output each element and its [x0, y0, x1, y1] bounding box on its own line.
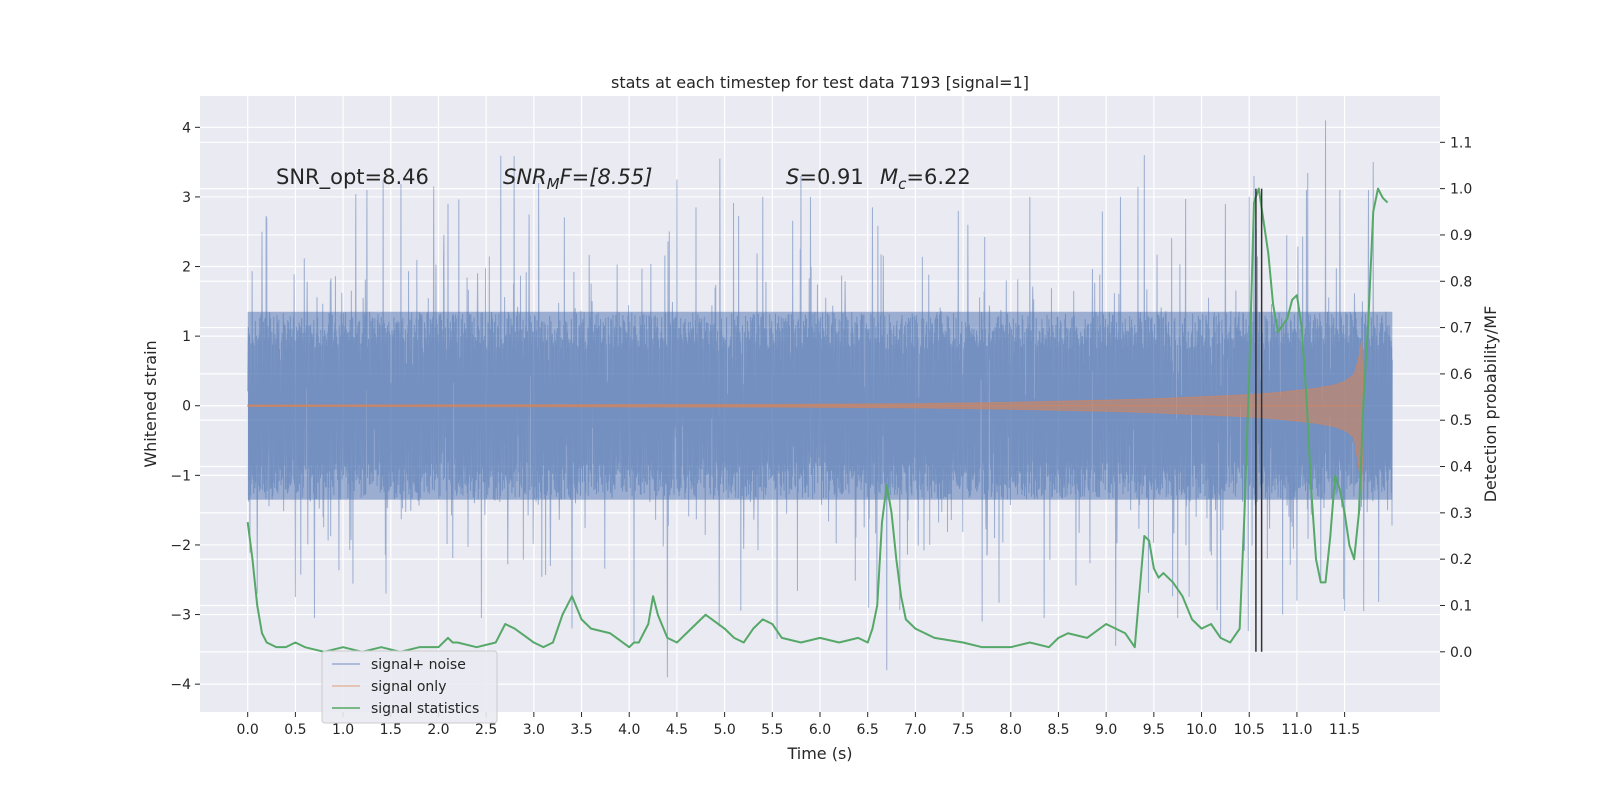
x-tick-label-12: 6.0	[809, 722, 831, 738]
x-tick-label-11: 5.5	[761, 722, 783, 738]
x-tick-label-22: 11.0	[1281, 722, 1312, 738]
noise-trace	[247, 120, 1393, 678]
legend: signal+ noise signal only signal statist…	[321, 650, 498, 724]
x-tick-label-8: 4.0	[618, 722, 640, 738]
y2-tick-label-11: 1.1	[1450, 135, 1472, 151]
legend-label-stat: signal statistics	[371, 701, 479, 717]
x-tick-label-0: 0.0	[237, 722, 259, 738]
x-tick-label-9: 4.5	[666, 722, 688, 738]
y2-tick-label-10: 1.0	[1450, 182, 1472, 198]
x-tick-label-4: 2.0	[427, 722, 449, 738]
y-tick-label-7: 3	[182, 190, 191, 206]
y2-tick-label-7: 0.7	[1450, 321, 1472, 337]
legend-box	[321, 650, 498, 724]
legend-label-noise: signal+ noise	[371, 657, 466, 673]
y-axis-ticks: −4 −3 −2 −1 0 1 2 3 4	[170, 120, 200, 693]
legend-label-signal: signal only	[371, 679, 446, 695]
x-tick-label-19: 9.5	[1143, 722, 1165, 738]
mc-sym: M	[880, 165, 898, 189]
annotation-s: S=0.91	[786, 165, 864, 189]
annotation-snr-opt: SNR_opt=8.46	[276, 165, 429, 190]
mc-sub: c	[898, 175, 907, 193]
y-tick-label-8: 4	[182, 120, 191, 136]
x-tick-label-21: 10.5	[1234, 722, 1265, 738]
y2-tick-label-9: 0.9	[1450, 228, 1472, 244]
x-tick-label-17: 8.5	[1047, 722, 1069, 738]
y2-tick-label-1: 0.1	[1450, 598, 1472, 614]
y2-tick-label-3: 0.3	[1450, 506, 1472, 522]
s-rest: =0.91	[799, 165, 863, 189]
y-tick-label-5: 1	[182, 329, 191, 345]
y-tick-label-4: 0	[182, 399, 191, 415]
x-tick-label-18: 9.0	[1095, 722, 1117, 738]
y2-tick-label-4: 0.4	[1450, 460, 1472, 476]
x-axis-ticks: 0.0 0.5 1.0 1.5 2.0 2.5 3.0 3.5 4.0 4.5 5.0 5.5 6.0 6…	[237, 712, 1360, 738]
x-tick-label-7: 3.5	[570, 722, 592, 738]
stat-line	[246, 187, 1389, 653]
stat-series	[246, 187, 1389, 653]
y-tick-label-2: −2	[170, 538, 191, 554]
y2-tick-label-6: 0.6	[1450, 367, 1472, 383]
y2-tick-label-0: 0.0	[1450, 645, 1472, 661]
snr-mf-base: SNR	[503, 165, 547, 189]
x-axis-label: Time (s)	[786, 744, 852, 763]
x-tick-label-2: 1.0	[332, 722, 354, 738]
y-tick-label-6: 2	[182, 260, 191, 276]
y2-axis-label: Detection probability/MF	[1481, 306, 1500, 503]
y2-axis-ticks: 0.0 0.1 0.2 0.3 0.4 0.5 0.6 0.7 0.8 0.9 1.0 1.1	[1440, 135, 1472, 661]
vertical-lines	[1255, 188, 1263, 652]
y-tick-label-3: −1	[170, 468, 191, 484]
y2-tick-label-2: 0.2	[1450, 552, 1472, 568]
y-tick-label-1: −3	[170, 608, 191, 624]
x-tick-label-16: 8.0	[1000, 722, 1022, 738]
y-tick-label-0: −4	[170, 677, 191, 693]
chart-title: stats at each timestep for test data 719…	[611, 73, 1029, 92]
x-tick-label-5: 2.5	[475, 722, 497, 738]
x-tick-label-14: 7.0	[904, 722, 926, 738]
snr-mf-sub: M	[547, 175, 560, 193]
x-tick-label-6: 3.0	[523, 722, 545, 738]
x-tick-label-13: 6.5	[857, 722, 879, 738]
annotation-snr-mf: SNRMF=[8.55]	[503, 165, 652, 193]
y2-tick-label-8: 0.8	[1450, 274, 1472, 290]
signal-envelope	[247, 339, 1365, 492]
x-tick-label-23: 11.5	[1329, 722, 1360, 738]
y-axis-label: Whitened strain	[141, 340, 160, 467]
x-tick-label-3: 1.5	[380, 722, 402, 738]
annotation-mc: Mc=6.22	[880, 165, 971, 193]
signal-series	[247, 339, 1365, 492]
s-sym: S	[786, 165, 799, 189]
x-tick-label-1: 0.5	[284, 722, 306, 738]
x-tick-label-10: 5.0	[713, 722, 735, 738]
mc-rest: =6.22	[906, 165, 970, 189]
x-tick-label-15: 7.5	[952, 722, 974, 738]
snr-mf-rest: F=[8.55]	[560, 165, 653, 189]
x-tick-label-20: 10.0	[1186, 722, 1217, 738]
y2-tick-label-5: 0.5	[1450, 413, 1472, 429]
